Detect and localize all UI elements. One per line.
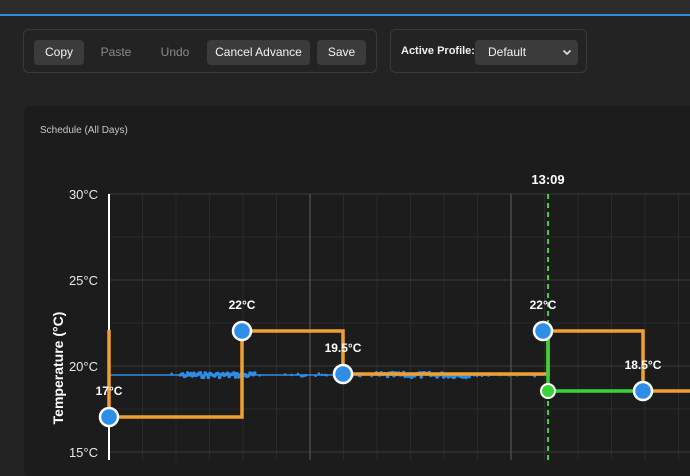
top-bar [0,0,690,16]
setpoint-label: 18.5°C [625,358,662,372]
setpoint-handle[interactable]: 22°C [229,298,256,342]
edit-toolbar: Copy Paste Undo Cancel Advance Save [23,29,377,73]
paste-button[interactable]: Paste [100,45,132,59]
save-button[interactable]: Save [317,40,366,65]
y-tick-25: 25°C [69,273,98,288]
actual-sample-point [304,373,308,377]
actual-sample-point [201,375,206,380]
setpoint-handle[interactable]: 17°C [96,384,123,428]
setpoint-label: 17°C [96,384,123,398]
actual-sample-point [317,372,321,375]
current-point [540,383,556,399]
y-axis-label: Temperature (°C) [50,312,66,425]
setpoint-handle[interactable]: 19.5°C [325,341,362,385]
actual-sample-point [258,374,261,377]
actual-sample-point [170,372,173,376]
actual-sample-point [246,374,251,378]
actual-sample-point [205,372,209,377]
profile-selector-group: Active Profile: Default [390,29,587,73]
actual-sample-point [198,371,203,375]
actual-sample-point [296,372,300,376]
active-profile-label: Active Profile: [401,45,475,57]
actual-sample-point [253,371,257,375]
actual-sample-point [233,375,238,379]
chevron-down-icon [562,49,572,56]
setpoint-label: 22°C [229,298,256,312]
actual-sample-point [184,374,188,378]
actual-sample-point [419,375,424,379]
setpoint-label: 22°C [530,298,557,312]
actual-sample-point [325,374,329,377]
y-tick-20: 20°C [69,359,98,374]
actual-sample-point [216,371,220,376]
actual-sample-point [320,373,324,377]
setpoint-handle[interactable]: 22°C [530,298,557,342]
undo-button[interactable]: Undo [160,45,190,59]
actual-sample-point [206,375,211,380]
schedule-chart: 30°C 25°C 20°C 15°C Temperature (°C) 13:… [50,172,690,460]
actual-sample-point [225,371,230,376]
actual-sample-point [314,374,317,378]
now-time-label: 13:09 [531,172,564,187]
actual-sample-point [283,373,287,376]
actual-sample-point [290,373,293,377]
panel-title: Schedule (All Days) [40,125,128,136]
actual-sample-point [217,375,222,380]
y-tick-30: 30°C [69,187,98,202]
actual-sample-point [190,374,195,378]
actual-sample-point [235,371,239,376]
copy-button[interactable]: Copy [34,40,84,65]
setpoint-handle[interactable]: 18.5°C [625,358,662,402]
profile-select[interactable]: Default [475,40,578,65]
grid-minor [109,193,690,460]
profile-select-value: Default [488,45,527,59]
y-tick-15: 15°C [69,445,98,460]
schedule-panel: Schedule (All Days) [24,106,690,476]
cancel-advance-button[interactable]: Cancel Advance [207,40,310,65]
setpoint-label: 19.5°C [325,341,362,355]
actual-sample-point [232,371,236,375]
